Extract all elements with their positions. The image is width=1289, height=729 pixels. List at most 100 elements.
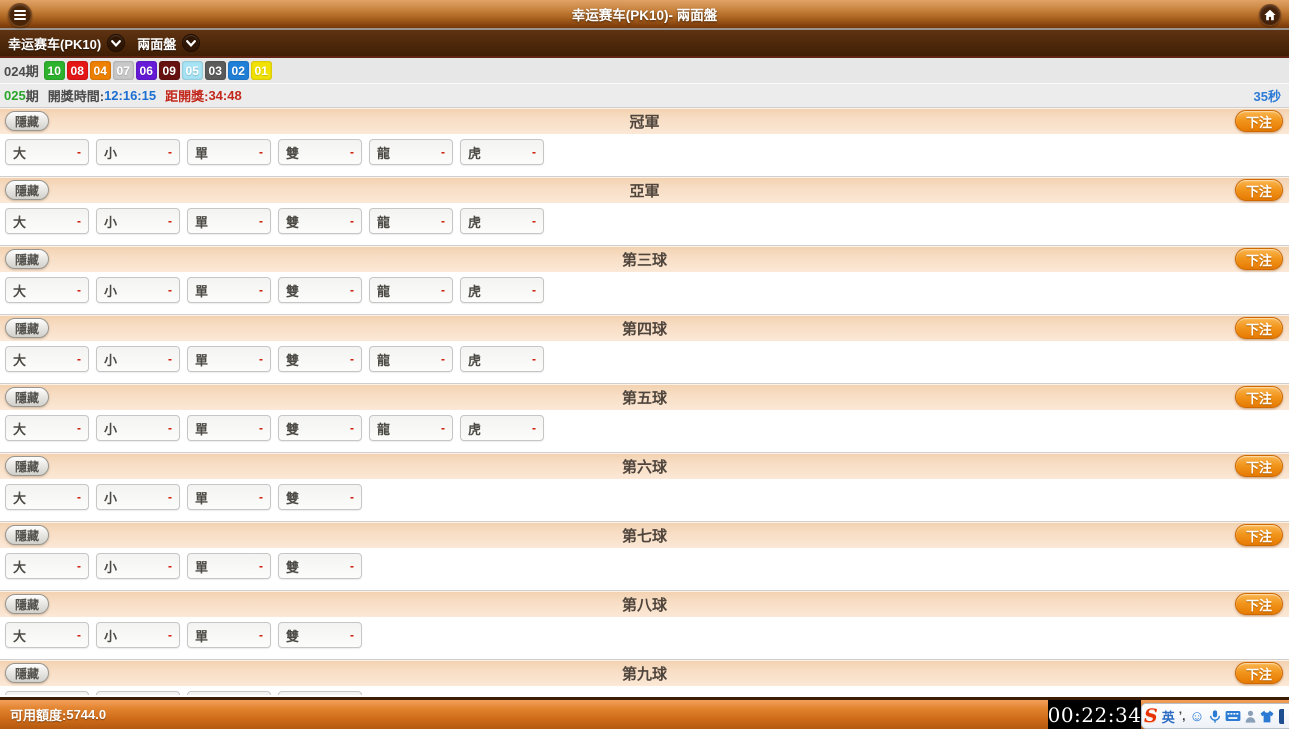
hide-button[interactable]: 隱藏 (5, 249, 50, 269)
bet-button[interactable]: 下注 (1234, 110, 1283, 132)
bet-option[interactable]: 單 - (187, 691, 271, 695)
bet-option[interactable]: 大 - (5, 415, 89, 441)
next-period-suffix: 期 (25, 89, 39, 104)
bet-option[interactable]: 小 - (96, 415, 180, 441)
bet-option[interactable]: 小 - (96, 553, 180, 579)
bet-button[interactable]: 下注 (1234, 248, 1283, 270)
bet-button[interactable]: 下注 (1234, 524, 1283, 546)
bet-option-label: 大 (13, 490, 27, 506)
bet-option[interactable]: 虎 - (460, 415, 544, 441)
hide-button[interactable]: 隱藏 (5, 111, 50, 131)
bet-option[interactable]: 大 - (5, 484, 89, 510)
bet-option[interactable]: 龍 - (369, 346, 453, 372)
ime-toolbar: S 英 ’, ☺ (1141, 703, 1289, 729)
bet-option[interactable]: 小 - (96, 622, 180, 648)
bet-option[interactable]: 單 - (187, 415, 271, 441)
keyboard-icon[interactable] (1225, 710, 1241, 722)
bet-option[interactable]: 虎 - (460, 208, 544, 234)
bet-section: 隱藏 亞軍 下注 大 - 小 - 單 - 雙 - 龍 - 虎 - (0, 176, 1289, 245)
bet-button[interactable]: 下注 (1234, 662, 1283, 684)
bet-button[interactable]: 下注 (1234, 593, 1283, 615)
bet-option[interactable]: 大 - (5, 208, 89, 234)
bet-option[interactable]: 雙 - (278, 208, 362, 234)
bet-option-label: 小 (104, 352, 118, 368)
next-draw-row: 025 期 開獎時間: 12:16:15 距開獎: 34:48 35秒 (0, 83, 1289, 107)
bet-option[interactable]: 小 - (96, 208, 180, 234)
bet-option[interactable]: 大 - (5, 553, 89, 579)
bet-option[interactable]: 雙 - (278, 622, 362, 648)
bet-option[interactable]: 大 - (5, 346, 89, 372)
bet-option[interactable]: 雙 - (278, 484, 362, 510)
bet-option[interactable]: 雙 - (278, 277, 362, 303)
bet-option[interactable]: 單 - (187, 139, 271, 165)
bet-option[interactable]: 單 - (187, 622, 271, 648)
bet-option-label: 虎 (468, 283, 482, 299)
account-icon[interactable] (1245, 710, 1256, 723)
bet-option[interactable]: 單 - (187, 208, 271, 234)
seconds-remaining: 35秒 (1253, 89, 1281, 104)
bet-option[interactable]: 小 - (96, 484, 180, 510)
last-draw-period: 024期 (4, 64, 39, 79)
bet-option[interactable]: 小 - (96, 139, 180, 165)
bet-option[interactable]: 小 - (96, 691, 180, 695)
bet-option[interactable]: 大 - (5, 691, 89, 695)
bet-option-odds: - (350, 559, 354, 573)
bet-option[interactable]: 龍 - (369, 415, 453, 441)
options-row: 大 - 小 - 單 - 雙 - 龍 - 虎 - (0, 410, 1289, 452)
bet-option-label: 雙 (286, 559, 300, 575)
bet-button[interactable]: 下注 (1234, 317, 1283, 339)
bet-option[interactable]: 雙 - (278, 553, 362, 579)
bet-option[interactable]: 小 - (96, 346, 180, 372)
bet-option[interactable]: 雙 - (278, 346, 362, 372)
options-row: 大 - 小 - 單 - 雙 - 龍 - 虎 - (0, 203, 1289, 245)
home-button[interactable] (1259, 4, 1281, 26)
bet-option[interactable]: 雙 - (278, 139, 362, 165)
bet-option[interactable]: 單 - (187, 277, 271, 303)
sogou-logo-icon[interactable]: S (1144, 704, 1158, 727)
bet-option[interactable]: 虎 - (460, 346, 544, 372)
bet-button[interactable]: 下注 (1234, 179, 1283, 201)
bet-option[interactable]: 大 - (5, 277, 89, 303)
bet-button[interactable]: 下注 (1234, 455, 1283, 477)
result-ball: 10 (43, 61, 65, 80)
bet-section: 隱藏 第五球 下注 大 - 小 - 單 - 雙 - 龍 - 虎 - (0, 383, 1289, 452)
bet-option-label: 小 (104, 145, 118, 161)
emoji-icon[interactable]: ☺ (1189, 707, 1205, 725)
bet-option[interactable]: 雙 - (278, 691, 362, 695)
section-title: 第九球 (621, 665, 667, 683)
hide-button[interactable]: 隱藏 (5, 525, 50, 545)
hide-button[interactable]: 隱藏 (5, 594, 50, 614)
bet-section: 隱藏 第八球 下注 大 - 小 - 單 - 雙 - (0, 590, 1289, 659)
hide-button[interactable]: 隱藏 (5, 663, 50, 683)
bet-option-odds: - (259, 490, 263, 504)
bet-option[interactable]: 龍 - (369, 277, 453, 303)
toolbox-icon-partial[interactable] (1278, 708, 1284, 724)
bet-option[interactable]: 龍 - (369, 208, 453, 234)
bet-option[interactable]: 單 - (187, 346, 271, 372)
hide-button[interactable]: 隱藏 (5, 456, 50, 476)
microphone-icon[interactable] (1209, 709, 1221, 724)
skin-icon[interactable] (1260, 710, 1274, 723)
bet-option[interactable]: 虎 - (460, 139, 544, 165)
punctuation-icon[interactable]: ’, (1178, 709, 1186, 723)
bet-option[interactable]: 大 - (5, 139, 89, 165)
bet-option[interactable]: 大 - (5, 622, 89, 648)
bet-option[interactable]: 虎 - (460, 277, 544, 303)
bet-option[interactable]: 單 - (187, 553, 271, 579)
bet-option[interactable]: 小 - (96, 277, 180, 303)
bet-button[interactable]: 下注 (1234, 386, 1283, 408)
selector-bar: 幸运赛车(PK10) 兩面盤 (0, 30, 1289, 58)
board-select[interactable]: 兩面盤 (137, 34, 201, 53)
hide-button[interactable]: 隱藏 (5, 180, 50, 200)
game-select[interactable]: 幸运赛车(PK10) (8, 34, 126, 53)
bet-option-odds: - (532, 421, 536, 435)
bet-option-odds: - (77, 421, 81, 435)
hide-button[interactable]: 隱藏 (5, 318, 50, 338)
bet-option[interactable]: 單 - (187, 484, 271, 510)
input-mode-icon[interactable]: 英 (1161, 709, 1175, 725)
menu-button[interactable] (8, 3, 32, 27)
result-ball: 05 (181, 61, 203, 80)
bet-option[interactable]: 龍 - (369, 139, 453, 165)
hide-button[interactable]: 隱藏 (5, 387, 50, 407)
bet-option[interactable]: 雙 - (278, 415, 362, 441)
